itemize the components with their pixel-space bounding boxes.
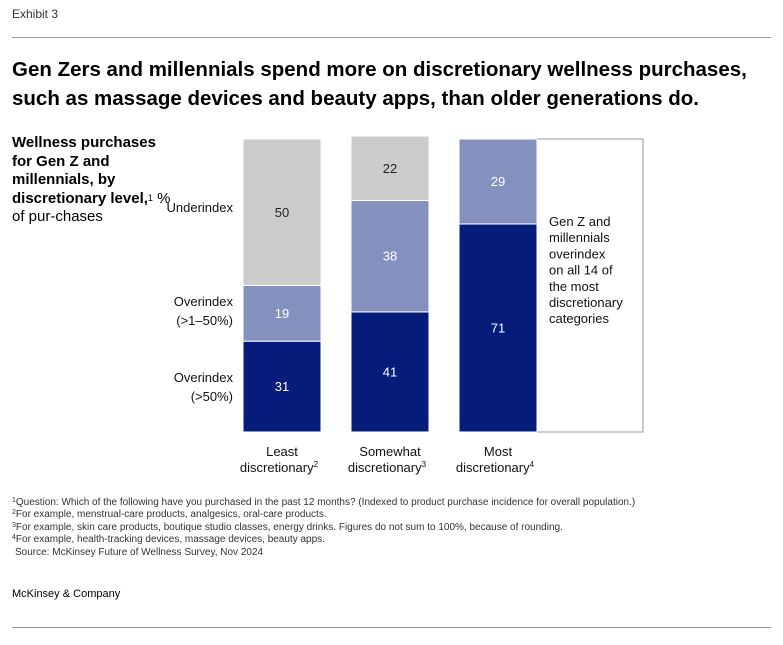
footnote-3: 3For example, skin care products, boutiq… (12, 521, 563, 533)
bar-segment-least-discretionary-overindex-1-50 (242, 285, 322, 342)
bar-segment-somewhat-discretionary-overindex-1-50 (350, 200, 430, 313)
bar-segment-least-discretionary-overindex-50 (242, 340, 322, 433)
bottom-divider (12, 627, 771, 628)
data-label: 41 (383, 364, 397, 379)
chart-subtitle: Wellness purchases for Gen Z and millenn… (12, 134, 172, 227)
chart-title: Gen Zers and millennials spend more on d… (12, 58, 747, 110)
subtitle-unit: % of pur-chases (12, 189, 171, 226)
annotation-box (537, 138, 644, 433)
data-label: 50 (275, 205, 289, 220)
data-label: 22 (383, 161, 397, 176)
footnote-2: 2For example, menstrual-care products, a… (12, 509, 327, 521)
data-label: 31 (275, 379, 289, 394)
subtitle-note-mark: 1 (147, 192, 153, 203)
legend-label-underindex: Underindex (167, 200, 234, 215)
footnote-4: 4For example, health-tracking devices, m… (12, 534, 325, 546)
data-label: 29 (491, 174, 505, 189)
exhibit-label: Exhibit 3 (12, 7, 59, 21)
data-label: 19 (275, 306, 289, 321)
x-tick-label-somewhat-discretionary: Somewhat discretionary3 (348, 444, 427, 475)
x-tick-label-most-discretionary: Most discretionary4 (456, 444, 535, 475)
bar-segment-least-discretionary-underindex (242, 138, 322, 286)
data-label: 38 (383, 249, 397, 264)
brand-name: McKinsey & Company (12, 588, 121, 600)
x-tick-label-least-discretionary: Least discretionary2 (240, 444, 319, 475)
bar-segment-somewhat-discretionary-underindex (350, 135, 430, 202)
legend-label-overindex-50: Overindex (>50%) (174, 370, 234, 404)
legend-label-overindex-1-50: Overindex (>1–50%) (174, 294, 234, 328)
annotation-text: Gen Z and millennials overindex on all 14 o… (549, 214, 623, 326)
source-note: Source: McKinsey Future of Wellness Surv… (15, 546, 264, 558)
subtitle-bold: Wellness purchases for Gen Z and millenn… (12, 134, 156, 207)
bar-segment-most-discretionary-overindex-1-50 (458, 138, 538, 225)
footnotes: 1Question: Which of the following have y… (12, 497, 772, 559)
bar-segment-most-discretionary-overindex-50 (458, 223, 538, 433)
bar-segment-somewhat-discretionary-overindex-50 (350, 311, 430, 433)
data-label: 71 (491, 320, 505, 335)
footnote-1: 1Question: Which of the following have y… (12, 497, 636, 508)
top-divider (12, 37, 771, 38)
